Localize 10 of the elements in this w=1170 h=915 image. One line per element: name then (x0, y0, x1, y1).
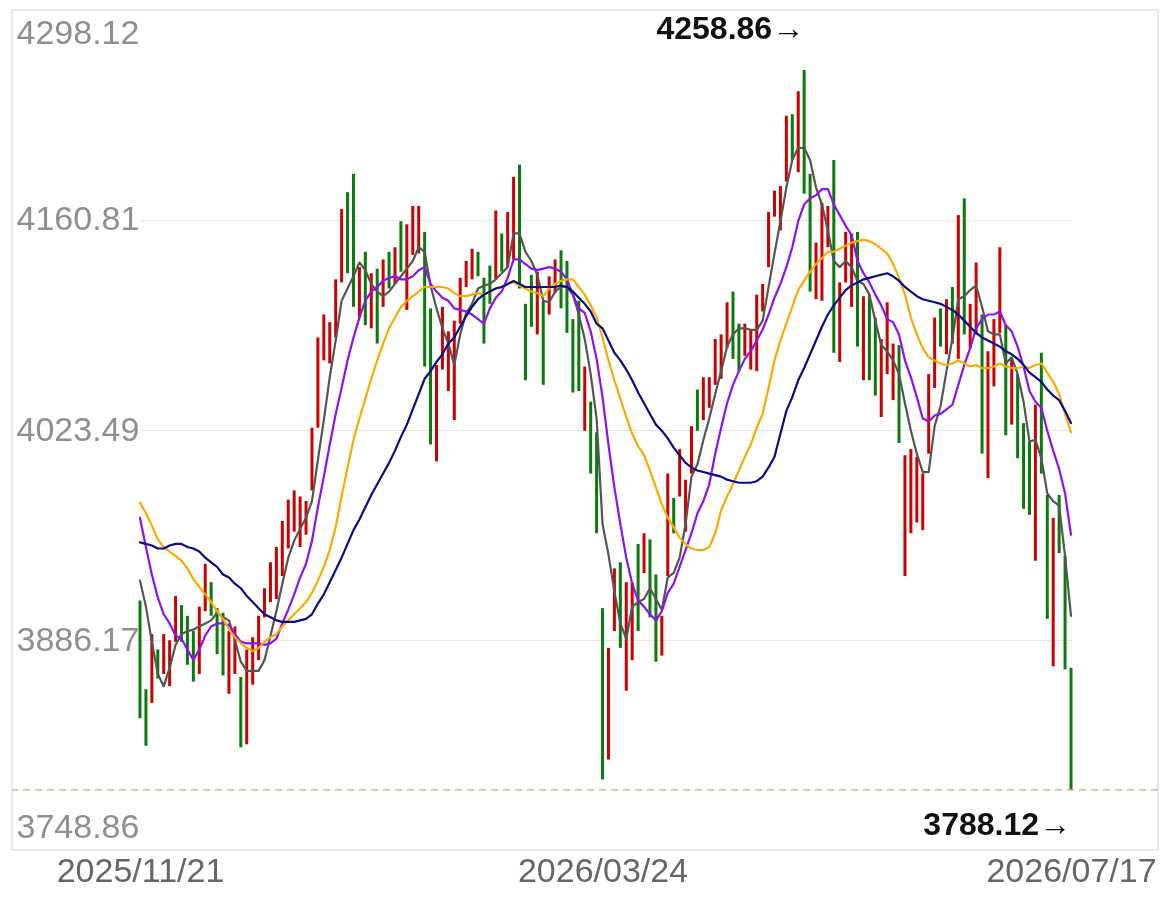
x-tick-label: 2026/03/24 (517, 850, 689, 889)
annotation: 3788.12→ (923, 805, 1071, 842)
x-tick-label: 2026/07/17 (986, 850, 1157, 889)
annotation: 4258.86→ (656, 10, 805, 46)
x-tick-label: 2025/11/21 (56, 850, 225, 889)
y-tick-label: 4023.49 (16, 409, 140, 448)
y-tick-label: 4160.81 (16, 199, 140, 238)
y-tick-label: 3748.86 (16, 806, 140, 845)
y-tick-label: 4298.12 (16, 12, 140, 51)
y-tick-label: 3886.17 (16, 619, 140, 658)
